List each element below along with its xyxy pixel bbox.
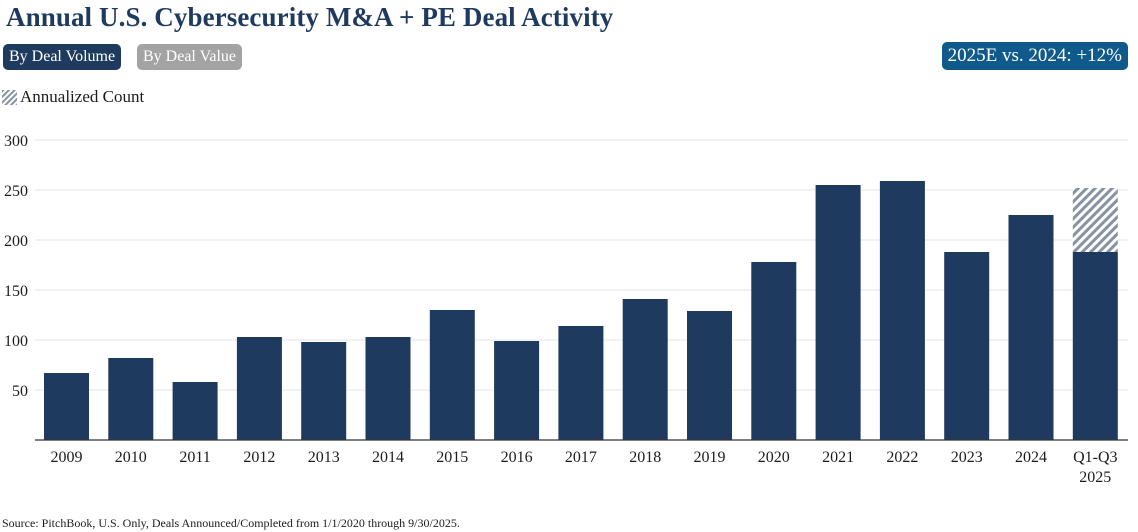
y-tick-label: 150 <box>4 283 28 300</box>
bar[interactable] <box>365 337 411 440</box>
legend-annualized-label: Annualized Count <box>20 87 145 106</box>
legend: Annualized Count <box>2 87 144 107</box>
bar[interactable] <box>687 311 732 440</box>
deal-value-toggle[interactable]: By Deal Value <box>137 44 243 70</box>
bar[interactable] <box>172 382 218 440</box>
bar[interactable] <box>1072 252 1118 440</box>
chart-title: Annual U.S. Cybersecurity M&A + PE Deal … <box>6 2 614 32</box>
bar[interactable] <box>1008 215 1054 440</box>
growth-badge: 2025E vs. 2024: +12% <box>941 42 1128 70</box>
bar[interactable] <box>108 358 154 440</box>
x-tick-label: 2016 <box>501 449 533 466</box>
x-tick-label: Q1-Q3 2025 <box>1073 449 1117 486</box>
x-tick-label: 2020 <box>758 449 790 466</box>
bar[interactable] <box>44 373 89 440</box>
x-tick-label: 2019 <box>694 449 726 466</box>
bar[interactable] <box>622 299 668 440</box>
x-tick-label: 2022 <box>886 449 918 466</box>
x-tick-label: 2021 <box>822 449 854 466</box>
x-tick-label: 2013 <box>308 449 340 466</box>
y-tick-label: 300 <box>4 133 28 150</box>
x-tick-label: 2017 <box>565 449 597 466</box>
x-tick-label: 2009 <box>51 449 83 466</box>
bar[interactable] <box>879 181 925 440</box>
source-note: Source: PitchBook, U.S. Only, Deals Anno… <box>2 516 460 530</box>
bar[interactable] <box>944 252 990 440</box>
y-tick-label: 50 <box>12 383 28 400</box>
bar[interactable] <box>751 262 797 440</box>
deal-volume-toggle[interactable]: By Deal Volume <box>3 44 122 70</box>
y-tick-label: 100 <box>4 333 28 350</box>
annualized-bar[interactable] <box>1072 188 1118 252</box>
x-tick-label: 2015 <box>436 449 468 466</box>
bar[interactable] <box>815 185 861 440</box>
x-tick-label: 2010 <box>115 449 147 466</box>
bar[interactable] <box>236 337 282 440</box>
y-tick-label: 200 <box>4 233 28 250</box>
bar[interactable] <box>494 341 540 440</box>
x-tick-label: 2023 <box>951 449 983 466</box>
x-tick-label: 2024 <box>1015 449 1047 466</box>
bar[interactable] <box>558 326 604 440</box>
bar[interactable] <box>429 310 475 440</box>
x-tick-label: 2014 <box>372 449 404 466</box>
x-tick-label: 2011 <box>179 449 210 466</box>
x-tick-label: 2018 <box>629 449 661 466</box>
y-tick-label: 250 <box>4 183 28 200</box>
hatch-swatch-icon <box>2 89 17 105</box>
bar[interactable] <box>301 342 347 440</box>
x-tick-label: 2012 <box>243 449 275 466</box>
